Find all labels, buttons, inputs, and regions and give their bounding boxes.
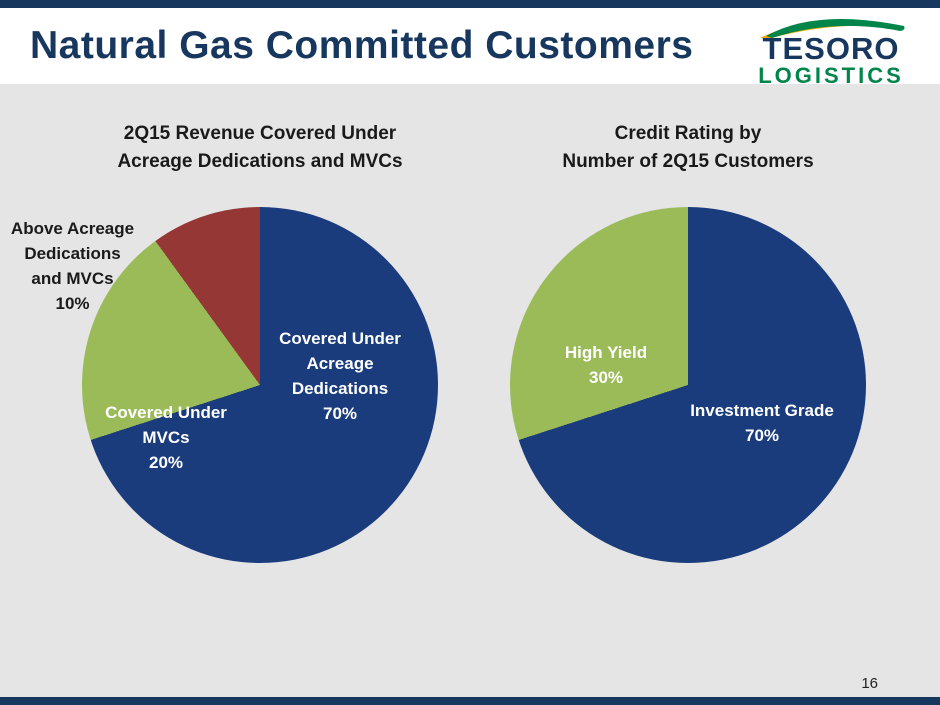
label-high-yield: High Yield 30% <box>564 343 648 387</box>
label-above-acreage-dedications: Above Acreage Dedications and MVCs 10% <box>10 219 135 313</box>
slide-header: Natural Gas Committed Customers TESORO L… <box>0 8 940 87</box>
logo-swoosh-icon <box>760 18 905 39</box>
top-accent-bar <box>0 0 940 8</box>
label-covered-under-mvcs: Covered Under MVCs 20% <box>105 403 227 472</box>
logo-text-logistics: LOGISTICS <box>758 63 904 88</box>
label-covered-under-acreage-dedications: Covered Under Acreage Dedications 70% <box>279 329 401 423</box>
right-chart-title: Credit Rating by Number of 2Q15 Customer… <box>562 123 814 172</box>
bottom-accent-bar <box>0 697 940 705</box>
slide-title: Natural Gas Committed Customers <box>30 24 694 67</box>
label-investment-grade: Investment Grade 70% <box>690 401 834 445</box>
tesoro-logistics-logo: TESORO LOGISTICS <box>746 16 916 87</box>
left-chart-title: 2Q15 Revenue Covered Under Acreage Dedic… <box>117 123 403 172</box>
pie-chart-revenue-coverage <box>82 207 438 563</box>
pie-chart-credit-rating <box>510 207 866 563</box>
logo-text-tesoro: TESORO <box>762 31 900 66</box>
page-number: 16 <box>861 675 878 692</box>
